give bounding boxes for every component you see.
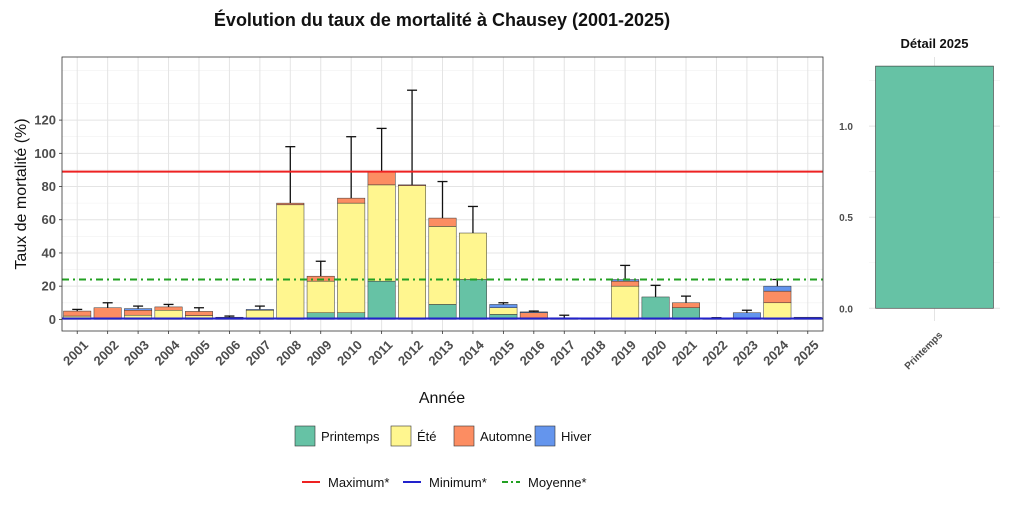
y-tick-label: 120: [34, 113, 56, 128]
bar-segment-hiver-2016: [519, 311, 548, 313]
y-tick-label: 80: [42, 179, 56, 194]
bar-segment-automne-2010: [337, 197, 366, 204]
bar-segment-automne-2003: [124, 309, 153, 316]
y-axis-title: Taux de mortalité (%): [13, 118, 30, 269]
bar-segment-automne-2012: [398, 184, 427, 186]
legend-swatch-3: [534, 425, 556, 447]
y-tick-label: 60: [42, 212, 56, 227]
bar-segment-automne-2011: [367, 171, 396, 186]
bar-segment-hiver-2015: [489, 304, 518, 309]
bar-segment-t-2010: [337, 202, 366, 313]
bar-segment-t-2015: [489, 307, 518, 315]
bar-segment-hiver-2007: [245, 309, 274, 311]
bar-segment-automne-2019: [611, 280, 640, 287]
legend-label-3: Hiver: [561, 429, 592, 444]
bar-segment-automne-2004: [154, 306, 183, 311]
bar-segment-t-2014: [458, 232, 487, 280]
bar-segment-printemps-2014: [458, 279, 487, 320]
bar-segment-t-2013: [428, 226, 457, 305]
bar-segment-automne-2016: [519, 312, 548, 318]
bar-segment-hiver-2024: [763, 285, 792, 292]
x-axis-title: Année: [419, 390, 465, 407]
bar-segment-automne-2013: [428, 217, 457, 227]
bar-segment-automne-2024: [763, 290, 792, 304]
bar-segment-hiver-2003: [124, 308, 153, 311]
y-tick-label: 20: [42, 279, 56, 294]
legend-label-0: Printemps: [321, 429, 380, 444]
bar-segment-automne-2001: [63, 310, 92, 317]
bar-segment-t-2024: [763, 302, 792, 320]
y-tick-label: 0: [49, 312, 56, 327]
legend-label-1: Été: [417, 429, 437, 444]
bar-segment-t-2012: [398, 185, 427, 320]
legend-line-label-0: Maximum*: [328, 475, 389, 490]
bar-segment-t-2009: [306, 280, 335, 313]
y-tick-label: 40: [42, 245, 56, 260]
legend-label-2: Automne: [480, 429, 532, 444]
bar-segment-t-2011: [367, 184, 396, 282]
detail-bar-printemps: [875, 65, 994, 309]
bar-segment-automne-2021: [672, 302, 700, 309]
bar-segment-printemps-2013: [428, 304, 457, 320]
legend-line-label-1: Minimum*: [429, 475, 487, 490]
y-tick-label: 100: [34, 146, 56, 161]
bar-segment-automne-2008: [276, 202, 305, 206]
bar-segment-t-2019: [611, 285, 640, 320]
main-chart-title: Évolution du taux de mortalité à Chausey…: [214, 9, 670, 30]
bar-segment-t-2004: [154, 309, 183, 319]
bar-segment-printemps-2020: [641, 296, 670, 320]
bar-segment-automne-2005: [185, 311, 213, 316]
detail-y-tick-label: 1.0: [839, 122, 853, 133]
legend-swatch-0: [294, 425, 316, 447]
detail-y-tick-label: 0.5: [839, 213, 853, 224]
detail-y-tick-label: 0.0: [839, 304, 853, 315]
legend-swatch-1: [390, 425, 412, 447]
legend-line-label-2: Moyenne*: [528, 475, 587, 490]
detail-chart-title: Détail 2025: [901, 36, 969, 51]
bar-segment-printemps-2011: [367, 280, 396, 320]
bar-segment-t-2008: [276, 204, 305, 320]
legend: Printemps Été Automne Hiver Maximum* Minimum*…: [294, 425, 592, 490]
legend-swatch-2: [453, 425, 475, 447]
